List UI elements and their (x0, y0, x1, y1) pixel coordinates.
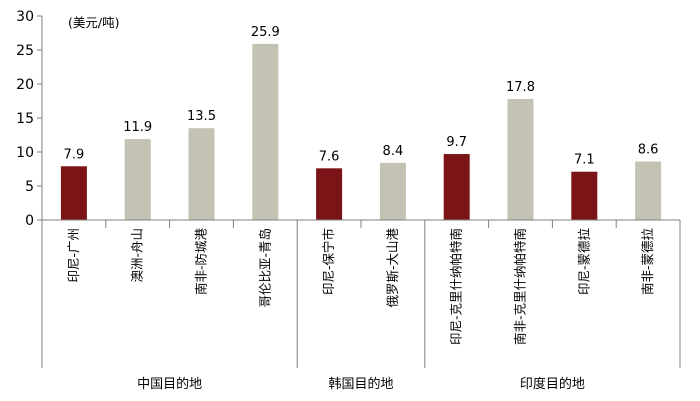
bar (635, 161, 662, 220)
bar-value-label: 13.5 (187, 109, 216, 124)
bar-value-label: 7.9 (64, 147, 85, 162)
y-tick-label: 5 (25, 179, 34, 195)
group-label: 韩国目的地 (328, 376, 393, 392)
group-labels: 中国目的地 韩国目的地 印度目的地 (137, 376, 585, 392)
category-label: 印尼-克里什纳帕特南 (449, 228, 464, 345)
bar (124, 139, 151, 220)
category-label: 南非-蒙德拉 (640, 228, 655, 296)
bar-value-label: 17.8 (506, 80, 535, 95)
bar-value-label: 7.1 (574, 153, 595, 168)
y-tick-label: 0 (25, 213, 34, 229)
bar-value-label: 8.4 (383, 144, 404, 159)
bar (252, 43, 279, 220)
x-axis (41, 219, 681, 368)
group-label: 中国目的地 (137, 376, 202, 392)
y-tick-label: 30 (16, 9, 34, 25)
category-label: 俄罗斯-大山港 (385, 228, 400, 308)
bar-value-label: 25.9 (251, 25, 280, 40)
bar (379, 162, 406, 220)
value-labels: 7.9 11.9 13.5 25.9 7.6 8.4 9.7 17.8 7.1 8.6 (64, 25, 659, 168)
bar (60, 166, 87, 220)
bar-value-label: 7.6 (319, 149, 340, 164)
y-tick-label: 15 (16, 111, 34, 127)
category-label: 哥伦比亚-青岛 (257, 228, 272, 308)
category-label: 印尼-广州 (66, 228, 81, 283)
bar (443, 154, 470, 220)
category-label: 南非-克里什纳帕特南 (513, 228, 528, 345)
category-label: 澳洲-舟山 (130, 228, 145, 283)
y-tick-label: 25 (16, 43, 34, 59)
category-labels: 印尼-广州 澳洲-舟山 南非-防城港 哥伦比亚-青岛 印尼-保宁市 俄罗斯-大山港 印尼-克… (66, 228, 655, 346)
y-axis: 0 5 10 15 20 25 30 (16, 9, 43, 229)
bar (571, 171, 598, 220)
y-unit-label: (美元/吨) (68, 15, 119, 30)
group-label: 印度目的地 (520, 376, 585, 392)
bar (188, 128, 215, 220)
bar (507, 98, 534, 220)
bar (316, 168, 343, 220)
bar-value-label: 11.9 (123, 120, 152, 135)
category-label: 印尼-保宁市 (321, 228, 336, 295)
y-tick-label: 20 (16, 77, 34, 93)
bar-value-label: 8.6 (638, 143, 659, 158)
category-label: 南非-防城港 (194, 228, 209, 296)
y-tick-label: 10 (16, 145, 34, 161)
bar-value-label: 9.7 (446, 135, 467, 150)
category-label: 印尼-蒙德拉 (576, 228, 591, 296)
bars (60, 43, 662, 220)
